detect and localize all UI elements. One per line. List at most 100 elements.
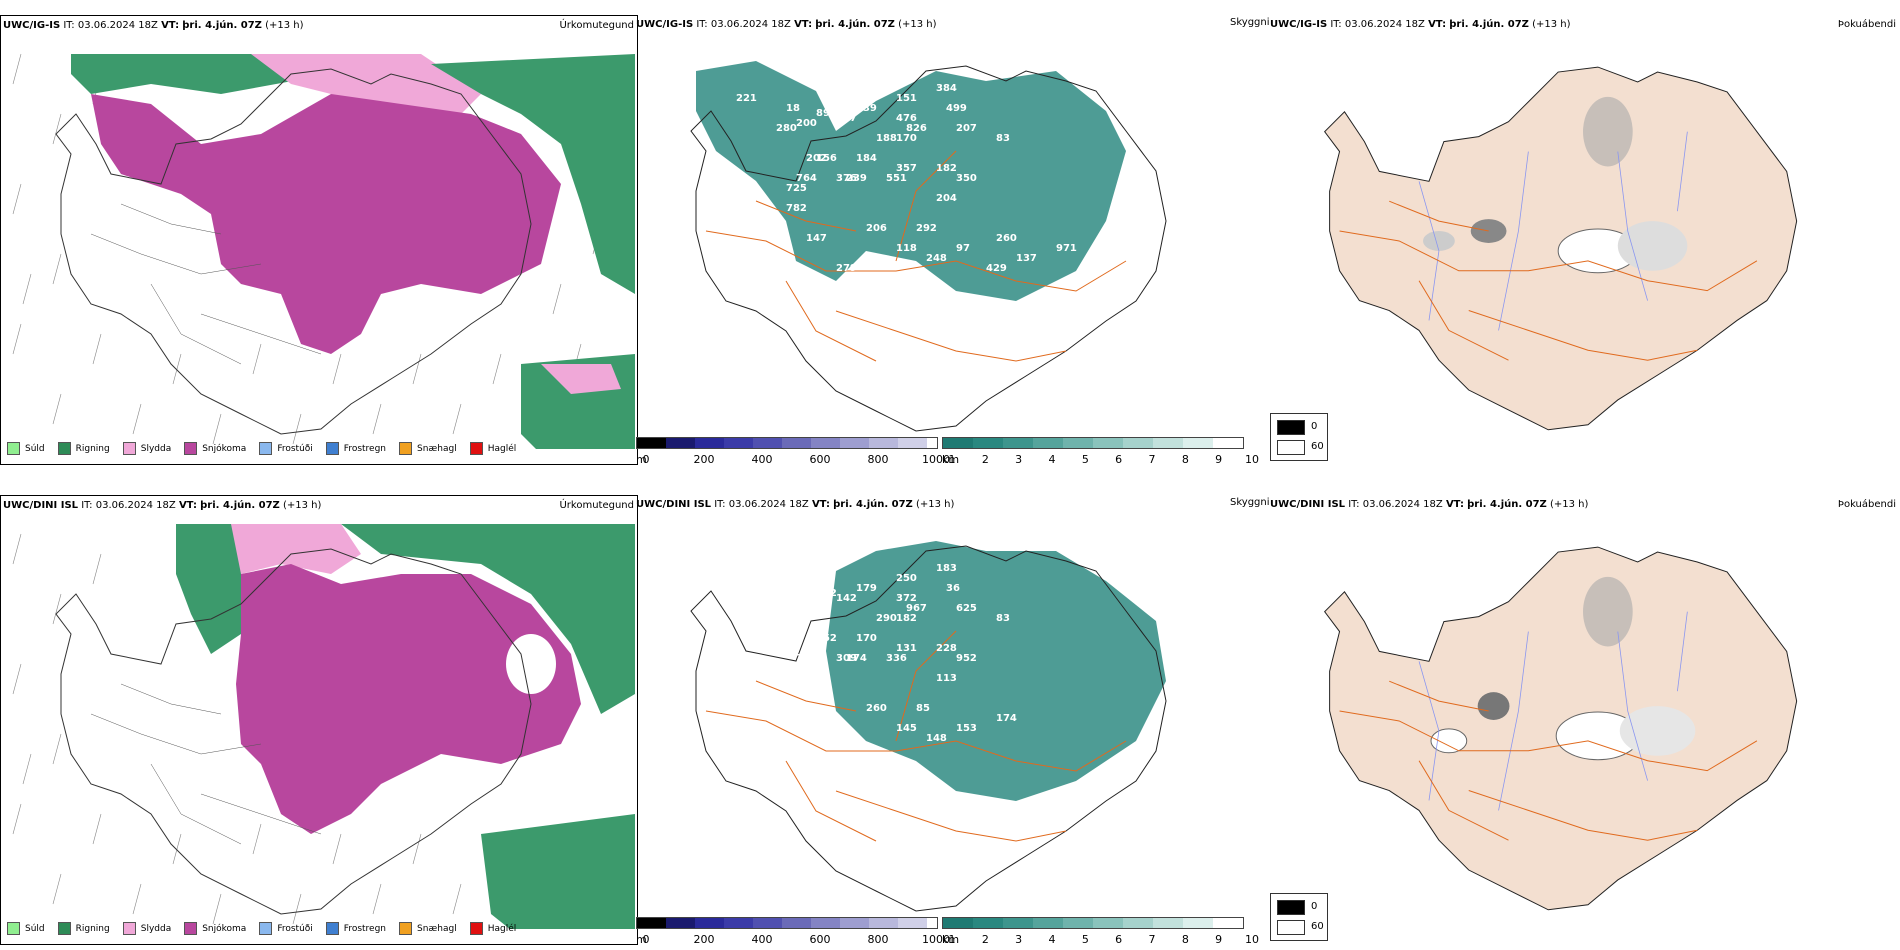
- legend-item-sudd: Súld: [7, 442, 45, 455]
- colorbar-block: [724, 438, 753, 448]
- height-label: 184: [856, 153, 877, 164]
- roads: [90, 683, 322, 845]
- colorbar-tick: 6: [1115, 933, 1123, 946]
- low-visibility-area: [826, 541, 1166, 801]
- height-label: 551: [886, 173, 907, 184]
- legend-item-frostudi: Frostúði: [259, 442, 313, 455]
- height-label: 131: [896, 643, 917, 654]
- height-label: 552: [816, 633, 837, 644]
- height-label: 145: [896, 723, 917, 734]
- colorbar-block: [782, 438, 811, 448]
- height-label: 166: [796, 653, 817, 664]
- height-label: 212: [806, 633, 827, 644]
- colorbar-tick: 600: [809, 933, 831, 946]
- fog-patch: [1423, 231, 1455, 251]
- height-label: 260: [996, 233, 1017, 244]
- rain-area-ne: [431, 54, 635, 294]
- visibility-colorbar-row2: km 1 2 3 4 5 6 7 8 9 10: [942, 917, 1262, 947]
- roads: [705, 150, 1127, 362]
- low-visibility-area: [696, 61, 1126, 301]
- fog-legend-swatch-0: [1277, 420, 1305, 435]
- height-label: 350: [956, 173, 977, 184]
- legend-item-haglel: Haglél: [469, 922, 516, 935]
- height-label: 58: [776, 603, 790, 614]
- height-label: 182: [936, 163, 957, 174]
- colorbar-tick: 5: [1081, 453, 1089, 466]
- precip-panel-row1: UWC/IG-IS IT: 03.06.2024 18Z VT: þri. 4.…: [0, 15, 638, 465]
- snow-area: [91, 94, 561, 354]
- colorbar-block: [1123, 918, 1153, 928]
- fog-patch: [1617, 221, 1688, 271]
- rain-area-ne: [341, 524, 635, 714]
- fog-panel-row2: UWC/DINI ISL IT: 03.06.2024 18Z VT: þri.…: [1270, 495, 1900, 943]
- legend-item-snaehagl: Snæhagl: [399, 442, 457, 455]
- height-label: 170: [896, 133, 917, 144]
- legend-item-frostregn: Frostregn: [325, 922, 386, 935]
- colorbar-block: [695, 918, 724, 928]
- colorbar-block: [782, 918, 811, 928]
- colorbar-block: [1153, 438, 1183, 448]
- vis-title-row2: Skyggni: [1230, 497, 1270, 508]
- colorbar-tick: 6: [1115, 453, 1123, 466]
- visibility-unit: km: [942, 933, 960, 946]
- colorbar-block: [869, 918, 898, 928]
- precip-panel-row2: UWC/DINI ISL IT: 03.06.2024 18Z VT: þri.…: [0, 495, 638, 945]
- colorbar-tick: 10: [1245, 933, 1259, 946]
- height-label: 228: [936, 643, 957, 654]
- sleet-area-se: [541, 364, 621, 394]
- colorbar-block: [753, 918, 782, 928]
- colorbar-tick: 3: [1015, 453, 1023, 466]
- colorbar-tick: 5: [1081, 933, 1089, 946]
- height-label: 725: [786, 183, 807, 194]
- colorbar-tick: 4: [1048, 453, 1056, 466]
- colorbar-tick: 400: [751, 933, 773, 946]
- colorbar-block: [840, 918, 869, 928]
- colorbar-tick: 800: [867, 453, 889, 466]
- height-label: 952: [956, 653, 977, 664]
- height-label: 148: [926, 733, 947, 744]
- fog-legend-label-60: 60: [1311, 441, 1324, 452]
- colorbar-block: [1033, 918, 1063, 928]
- vis-title-row1: Skyggni: [1230, 17, 1270, 28]
- fog-legend-row1: 0 60: [1270, 413, 1328, 461]
- height-unit: m: [636, 453, 647, 466]
- visibility-panel-row1: UWC/IG-IS IT: 03.06.2024 18Z VT: þri. 4.…: [636, 15, 1328, 466]
- colorbar-tick: 200: [693, 453, 715, 466]
- height-label: 142: [836, 593, 857, 604]
- colorbar-block: [1003, 918, 1033, 928]
- height-label: 147: [806, 233, 827, 244]
- height-label: 782: [786, 203, 807, 214]
- coastline: [55, 548, 532, 915]
- height-label: 279: [836, 263, 857, 274]
- height-label: 156: [816, 153, 837, 164]
- height-label: 839: [826, 373, 847, 384]
- colorbar-block: [637, 918, 666, 928]
- height-label: 182: [896, 613, 917, 624]
- height-colorbar-blocks: [636, 437, 938, 449]
- roads: [1339, 680, 1758, 841]
- precip-map-row2: [12, 524, 635, 929]
- height-label: 971: [1056, 243, 1077, 254]
- fog-legend-swatch-60: [1277, 440, 1305, 455]
- fog-legend-row2: 0 60: [1270, 893, 1328, 941]
- height-label: 159: [786, 663, 807, 674]
- height-label: 309: [836, 653, 857, 664]
- height-label: 250: [896, 573, 917, 584]
- colorbar-block: [1183, 918, 1213, 928]
- fog-legend-label-0: 0: [1311, 901, 1318, 912]
- height-label: 357: [896, 163, 917, 174]
- colorbar-tick: 400: [751, 453, 773, 466]
- height-label: 153: [956, 723, 977, 734]
- coastline: [55, 68, 532, 435]
- legend-item-sudd: Súld: [7, 922, 45, 935]
- colorbar-block: [666, 438, 695, 448]
- height-label: 764: [796, 173, 817, 184]
- fog-patch: [1430, 728, 1468, 754]
- colorbar-tick: 800: [867, 933, 889, 946]
- height-label: 336: [886, 653, 907, 664]
- height-colorbar-blocks: [636, 917, 938, 929]
- fog-map-row1: [1323, 66, 1798, 431]
- fog-patch: [1583, 96, 1633, 167]
